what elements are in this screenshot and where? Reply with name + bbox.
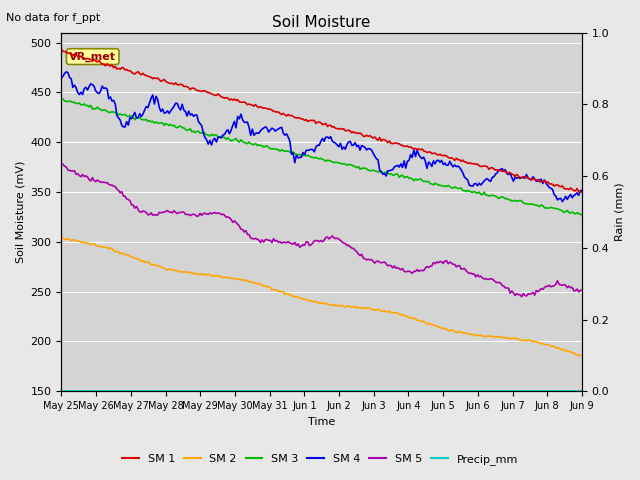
Text: No data for f_ppt: No data for f_ppt xyxy=(6,12,100,23)
X-axis label: Time: Time xyxy=(308,417,335,427)
Y-axis label: Rain (mm): Rain (mm) xyxy=(615,182,625,241)
Y-axis label: Soil Moisture (mV): Soil Moisture (mV) xyxy=(15,161,25,263)
Title: Soil Moisture: Soil Moisture xyxy=(273,15,371,30)
Legend: SM 1, SM 2, SM 3, SM 4, SM 5, Precip_mm: SM 1, SM 2, SM 3, SM 4, SM 5, Precip_mm xyxy=(118,450,522,469)
Text: VR_met: VR_met xyxy=(69,51,116,62)
